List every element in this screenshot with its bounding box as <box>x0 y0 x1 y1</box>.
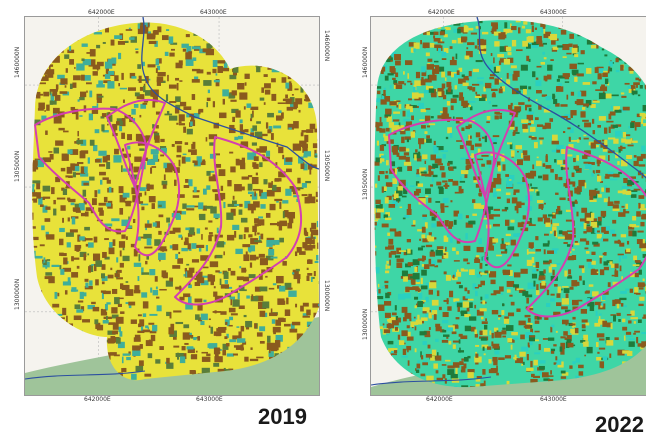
top-tick-1: 642000E <box>88 9 115 16</box>
left-tick-2: 1305000N <box>362 169 369 200</box>
left-tick-1: 1460000N <box>362 47 369 78</box>
year-label-2019: 2019 <box>258 404 307 430</box>
land-cover-map-2019 <box>25 17 319 395</box>
top-tick-2: 643000E <box>200 9 227 16</box>
land-cover-map-2022 <box>371 17 646 395</box>
map-panel-2019: 642000E 643000E 642000E 643000E 1460000N… <box>0 0 330 430</box>
left-tick-1: 1460000N <box>14 47 21 78</box>
map-panel-2022: 642000E 643000E 642000E 643000E 1460000N… <box>340 0 646 430</box>
right-tick-1: 1460000N <box>323 30 330 61</box>
right-tick-3: 1300000N <box>323 280 330 311</box>
left-tick-2: 1305000N <box>14 151 21 182</box>
bottom-tick-1: 642000E <box>426 396 453 403</box>
bottom-tick-2: 643000E <box>540 396 567 403</box>
year-label-2022: 2022 <box>595 412 644 438</box>
bottom-tick-1: 642000E <box>84 396 111 403</box>
map-frame-2022 <box>370 16 646 396</box>
map-frame-2019 <box>24 16 320 396</box>
right-tick-2: 1305000N <box>323 150 330 181</box>
left-tick-3: 1300000N <box>14 279 21 310</box>
top-tick-2: 643000E <box>540 9 567 16</box>
left-tick-3: 1300000N <box>362 309 369 340</box>
bottom-tick-2: 643000E <box>196 396 223 403</box>
top-tick-1: 642000E <box>428 9 455 16</box>
